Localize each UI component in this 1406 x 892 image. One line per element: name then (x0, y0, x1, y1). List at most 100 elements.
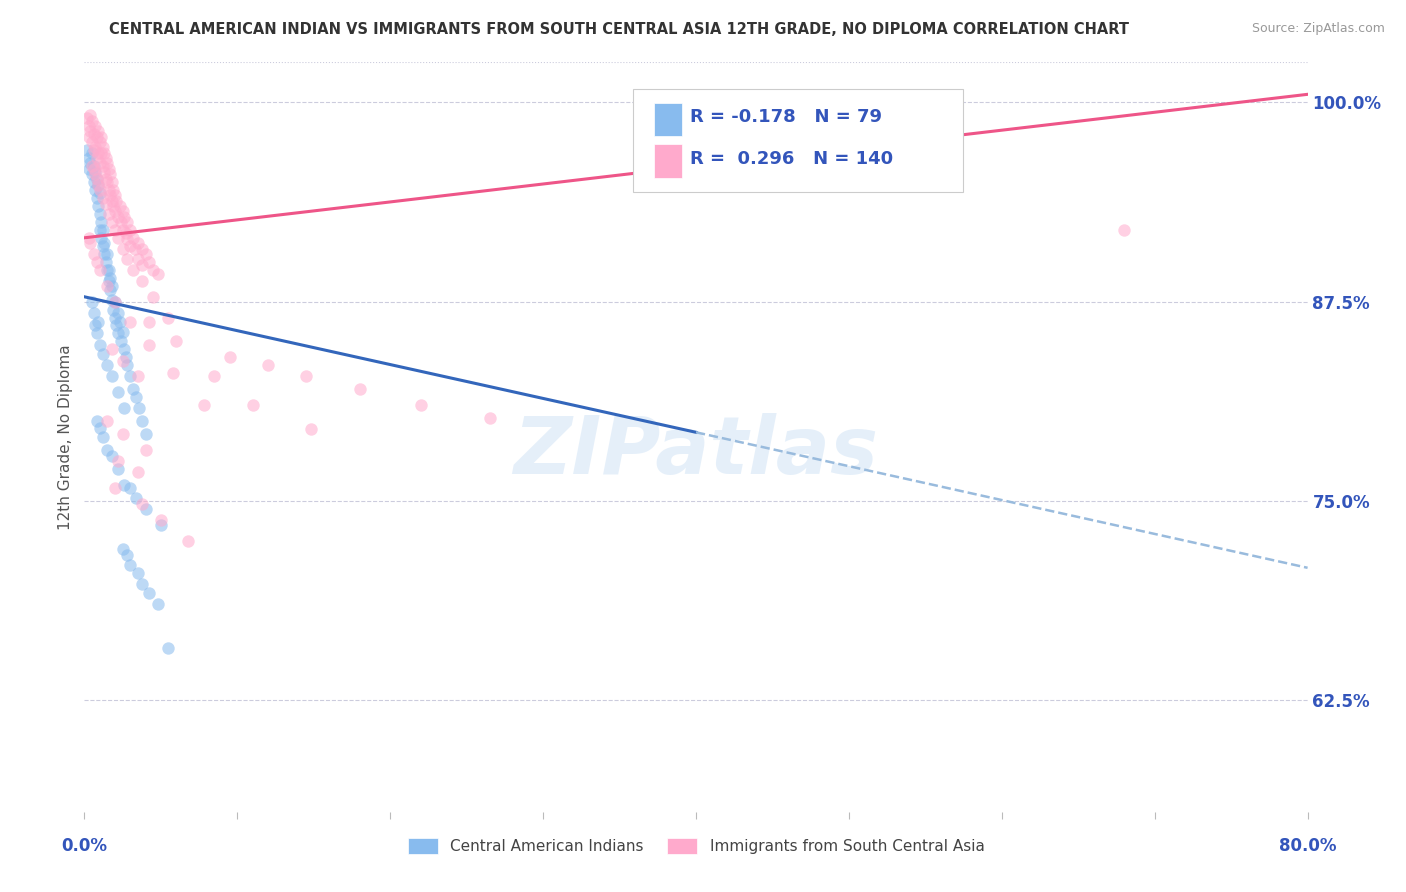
Point (83, 162, 105, 177)
Point (135, 442, 157, 457)
Point (90, 215, 112, 229)
Point (120, 481, 142, 495)
Point (107, 326, 129, 341)
Point (108, 199, 131, 213)
Point (86, 191, 108, 205)
Point (131, 258, 153, 272)
Point (115, 359, 138, 373)
Point (101, 215, 124, 229)
Point (107, 231, 129, 245)
Point (86, 151, 108, 165)
Point (86, 171, 108, 186)
Point (104, 294, 127, 309)
Point (120, 315, 142, 329)
Point (107, 210, 129, 224)
Point (114, 351, 136, 365)
Point (165, 334, 187, 349)
Point (131, 242, 153, 256)
Point (101, 369, 124, 384)
Point (111, 541, 134, 556)
Point (127, 235, 149, 250)
Point (79, 156, 101, 170)
Point (98, 167, 121, 181)
Point (105, 194, 128, 208)
Point (138, 586, 160, 600)
Point (101, 194, 124, 208)
Point (138, 337, 160, 351)
Point (107, 462, 129, 476)
Point (104, 294, 127, 309)
Point (103, 199, 125, 213)
Point (142, 262, 165, 277)
Point (91, 239, 114, 253)
Point (478, 411, 501, 425)
Point (97, 207, 120, 221)
Point (83, 159, 105, 173)
Point (103, 302, 125, 317)
Point (101, 449, 124, 463)
Text: CENTRAL AMERICAN INDIAN VS IMMIGRANTS FROM SOUTH CENTRAL ASIA 12TH GRADE, NO DIP: CENTRAL AMERICAN INDIAN VS IMMIGRANTS FR… (108, 22, 1129, 37)
Point (91, 159, 114, 173)
Point (83, 246, 105, 260)
Point (89, 337, 111, 351)
Point (138, 254, 160, 268)
Point (77, 151, 100, 165)
Point (89, 186, 111, 201)
Point (86, 414, 108, 428)
Point (295, 369, 318, 384)
Point (135, 501, 157, 516)
Point (104, 203, 127, 218)
Point (149, 517, 172, 532)
Point (89, 135, 111, 149)
Point (202, 369, 225, 384)
Point (80, 114, 103, 128)
Point (77, 231, 100, 245)
Point (96, 359, 118, 373)
Point (89, 262, 111, 277)
Point (97, 262, 120, 277)
Point (98, 284, 121, 298)
Point (299, 422, 322, 436)
Text: R =  0.296   N = 140: R = 0.296 N = 140 (690, 150, 893, 168)
Point (131, 274, 153, 288)
Point (111, 353, 134, 368)
Point (110, 215, 132, 229)
Point (111, 203, 134, 218)
Point (112, 343, 135, 357)
Text: 80.0%: 80.0% (1279, 837, 1336, 855)
Point (84, 140, 107, 154)
Point (193, 398, 215, 412)
Point (149, 513, 172, 527)
Point (94, 254, 117, 268)
Point (125, 491, 148, 505)
Point (87, 178, 110, 193)
Point (80, 135, 103, 149)
Point (79, 124, 101, 138)
Point (120, 239, 142, 253)
Point (127, 465, 149, 479)
Point (146, 268, 169, 282)
Point (77, 162, 100, 177)
Point (83, 175, 105, 189)
Point (112, 478, 135, 492)
Point (127, 252, 149, 266)
Point (104, 223, 127, 237)
Point (97, 162, 120, 177)
Point (84, 183, 107, 197)
Point (91, 140, 114, 154)
Point (96, 442, 118, 457)
Point (93, 146, 115, 161)
Point (86, 130, 108, 145)
Point (131, 576, 153, 591)
Point (349, 382, 371, 396)
Point (114, 226, 136, 240)
Point (177, 533, 200, 548)
Point (101, 293, 124, 307)
Point (110, 334, 132, 349)
Point (157, 640, 180, 655)
Point (120, 369, 142, 384)
Point (127, 566, 149, 580)
Point (77, 130, 100, 145)
Text: Source: ZipAtlas.com: Source: ZipAtlas.com (1251, 22, 1385, 36)
Point (93, 246, 115, 260)
